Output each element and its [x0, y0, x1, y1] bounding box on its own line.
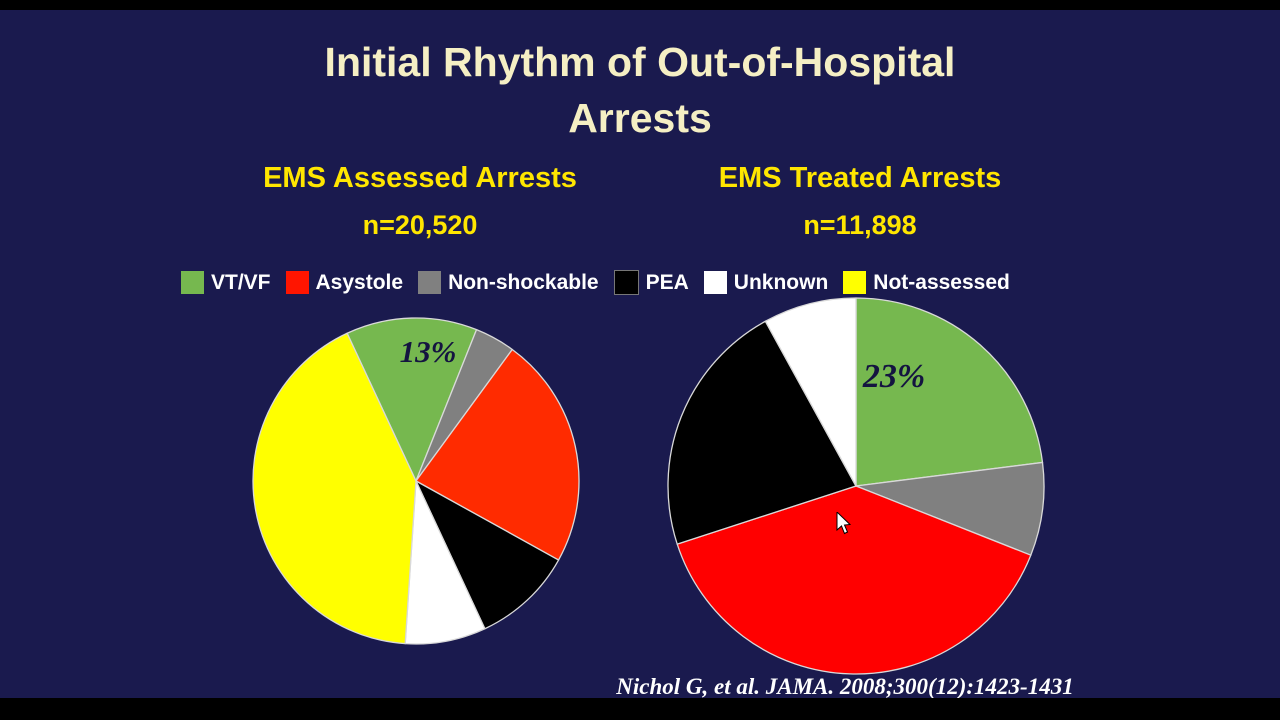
legend-swatch-vtvf [181, 271, 204, 294]
pie-slice-asystole [415, 348, 580, 561]
legend-item-not-assessed: Not-assessed [843, 271, 1010, 295]
slide-title-line1: Initial Rhythm of Out-of-Hospital [324, 39, 956, 85]
legend-label-non-shockable: Non-shockable [448, 270, 599, 294]
slide-title: Initial Rhythm of Out-of-Hospital Arrest… [0, 34, 1280, 146]
slide-background [0, 10, 1280, 698]
legend-item-pea: PEA [613, 270, 689, 295]
legend-item-asystole: Asystole [285, 270, 404, 295]
pie-slice-vt-vf [855, 297, 1044, 487]
left-chart-n: n=20,520 [362, 210, 478, 240]
slide-title-line2: Arrests [568, 95, 712, 141]
mouse-cursor-icon [836, 510, 852, 540]
right-chart-header: EMS Treated Arrests [718, 162, 1002, 194]
letterbox-bottom [0, 698, 1280, 720]
legend-swatch-unknown [703, 271, 727, 294]
right-chart-n: n=11,898 [803, 210, 917, 240]
pie-slice-non-shockable [855, 461, 1045, 556]
pie-slice-asystole [676, 485, 1032, 675]
data-label-vtvf-assessed: 13% [399, 334, 457, 369]
legend: VT/VF Asystole Non-shockable PEA Unknown… [181, 270, 1025, 295]
letterbox-top [0, 0, 1280, 10]
citation-text: Nichol G, et al. JAMA. 2008;300(12):1423… [616, 674, 1074, 699]
legend-item-unknown: Unknown [703, 270, 829, 295]
pie-slice-pea [667, 320, 857, 545]
legend-label-pea: PEA [645, 270, 689, 294]
legend-label-asystole: Asystole [315, 270, 404, 294]
legend-label-unknown: Unknown [733, 270, 829, 294]
pie-slice-pea [415, 480, 560, 630]
legend-swatch-asystole [285, 271, 309, 294]
data-label-vtvf-treated: 23% [862, 358, 926, 395]
pie-slice-unknown [764, 297, 857, 487]
legend-item-non-shockable: Non-shockable [418, 271, 599, 295]
pie-chart-ems-assessed [251, 316, 581, 651]
legend-item-vtvf: VT/VF [181, 271, 271, 295]
legend-label-not-assessed: Not-assessed [873, 270, 1010, 294]
pie-chart-ems-treated [666, 296, 1046, 681]
legend-label-vtvf: VT/VF [211, 270, 271, 294]
legend-swatch-non-shockable [418, 271, 442, 294]
left-chart-header: EMS Assessed Arrests [263, 162, 577, 194]
pie-slice-not-assessed [252, 332, 417, 645]
legend-swatch-not-assessed [843, 271, 867, 294]
legend-swatch-pea [613, 270, 639, 295]
pie-slice-vt-vf [346, 317, 478, 482]
